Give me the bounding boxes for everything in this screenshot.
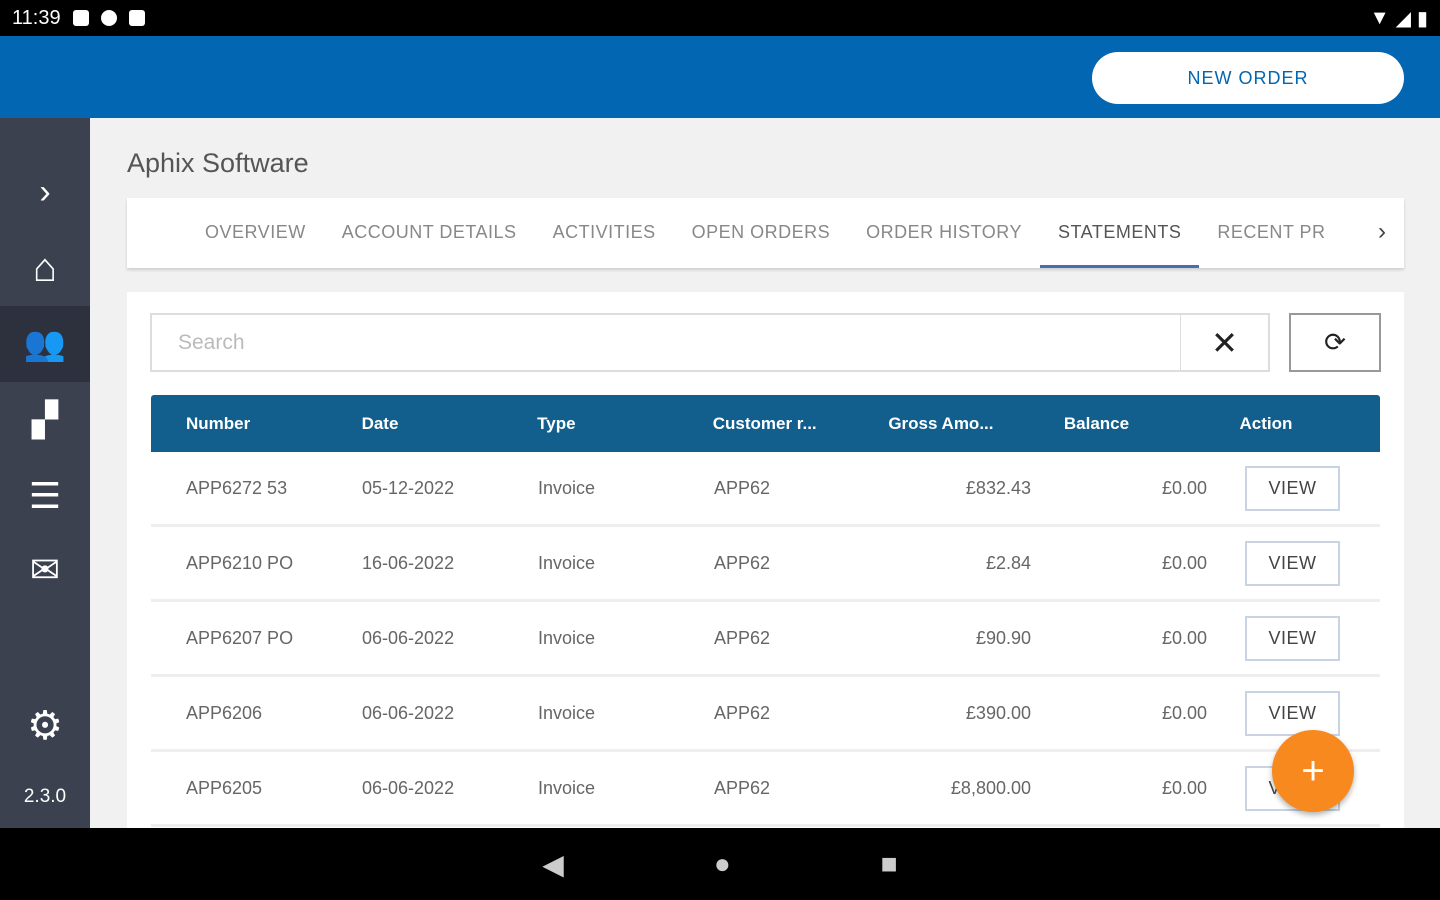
table-cell: £0.00 — [1161, 702, 1207, 723]
table-cell: £0.00 — [1161, 477, 1207, 498]
tab-activities[interactable]: ACTIVITIES — [552, 222, 656, 242]
new-order-button[interactable]: NEW ORDER — [1092, 52, 1404, 104]
table-cell: £0.00 — [1161, 552, 1207, 573]
table-cell: £390.00 — [965, 702, 1031, 723]
table-cell: 06-06-2022 — [362, 702, 455, 723]
tab-open-orders[interactable]: OPEN ORDERS — [691, 222, 831, 242]
tab-statements[interactable]: STATEMENTS — [1040, 198, 1200, 268]
table-row[interactable]: APP6206 06-06-2022 Invoice APP62 £390.00 £0.0… — [151, 677, 1380, 752]
table-row[interactable]: APP6207 PO 06-06-2022 Invoice APP62 £90.90 £0… — [151, 602, 1380, 677]
page-title: Aphix Software — [127, 148, 309, 178]
table-cell: APP6272 53 — [186, 477, 288, 498]
signal-icon: ◢ — [1395, 7, 1411, 30]
app-version: 2.3.0 — [23, 786, 67, 807]
expand-sidebar-icon[interactable]: › — [39, 172, 51, 211]
table-cell: 05-12-2022 — [362, 477, 455, 498]
column-header[interactable]: Gross Amo... — [888, 413, 994, 433]
column-header[interactable]: Date — [361, 413, 399, 433]
table-cell: Invoice — [538, 702, 596, 723]
table-header: Number Date Type Customer r... Gross Amo... B… — [151, 395, 1380, 452]
settings-icon[interactable]: ⚙ — [27, 704, 63, 748]
column-header[interactable]: Number — [186, 413, 251, 433]
mail-icon[interactable]: ✉ — [29, 549, 61, 590]
statements-card: ✕ ⟳ Number Date Type Customer r... Gross Amo… — [127, 292, 1404, 832]
table-cell: APP6207 PO — [186, 627, 294, 648]
column-header[interactable]: Type — [537, 413, 576, 433]
table-cell: APP6206 — [186, 702, 263, 723]
statements-table: Number Date Type Customer r... Gross Amo... B… — [151, 395, 1380, 827]
table-row[interactable]: APP6205 06-06-2022 Invoice APP62 £8,800.00 £0… — [151, 752, 1380, 827]
table-cell: APP62 — [714, 552, 771, 573]
view-button[interactable]: VIEW — [1245, 615, 1340, 661]
tab-bar: OVERVIEW ACCOUNT DETAILS ACTIVITIES OPEN… — [127, 198, 1404, 268]
tab-account-details[interactable]: ACCOUNT DETAILS — [341, 222, 517, 242]
chevron-right-icon[interactable]: › — [1378, 218, 1386, 245]
tab-overview[interactable]: OVERVIEW — [205, 222, 306, 242]
sd-card-icon — [128, 10, 145, 26]
table-cell: APP62 — [714, 777, 771, 798]
home-nav-icon[interactable]: ● — [713, 848, 731, 879]
table-cell: £2.84 — [985, 552, 1031, 573]
app-notification-icon — [100, 10, 117, 26]
app-header: NEW ORDER — [0, 36, 1440, 118]
android-nav-bar: ◀ ● ■ — [0, 828, 1440, 900]
table-cell: 06-06-2022 — [362, 627, 455, 648]
table-cell: Invoice — [538, 777, 596, 798]
table-cell: £90.90 — [975, 627, 1031, 648]
list-icon[interactable]: ☰ — [28, 475, 62, 516]
table-cell: APP62 — [714, 477, 771, 498]
home-icon[interactable]: ⌂ — [32, 245, 58, 290]
notification-icon — [72, 10, 89, 26]
table-cell: APP6210 PO — [186, 552, 294, 573]
table-cell: Invoice — [538, 477, 596, 498]
column-header[interactable]: Action — [1239, 413, 1293, 433]
products-icon[interactable]: ▞ — [31, 401, 59, 439]
table-cell: Invoice — [538, 627, 596, 648]
table-row[interactable]: APP6272 53 05-12-2022 Invoice APP62 £832.43 £… — [151, 452, 1380, 527]
column-header[interactable]: Customer r... — [712, 413, 817, 433]
clear-search-icon[interactable]: ✕ — [1180, 315, 1268, 370]
table-cell: APP62 — [714, 702, 771, 723]
battery-icon: ▮ — [1416, 7, 1428, 30]
table-cell: £0.00 — [1161, 777, 1207, 798]
add-fab-button[interactable]: + — [1272, 730, 1354, 812]
table-cell: APP6205 — [186, 777, 263, 798]
table-cell: £8,800.00 — [950, 777, 1031, 798]
tab-recent-products[interactable]: RECENT PR — [1217, 222, 1326, 242]
view-button[interactable]: VIEW — [1245, 540, 1340, 586]
search-input[interactable] — [152, 330, 1180, 355]
view-button[interactable]: VIEW — [1245, 690, 1340, 736]
table-cell: 16-06-2022 — [362, 552, 455, 573]
view-button[interactable]: VIEW — [1245, 465, 1340, 511]
tab-order-history[interactable]: ORDER HISTORY — [866, 222, 1022, 242]
table-row[interactable]: APP6210 PO 16-06-2022 Invoice APP62 £2.84 £0.… — [151, 527, 1380, 602]
table-cell: £832.43 — [965, 477, 1031, 498]
status-bar: 11:39 ▼ ◢ ▮ — [0, 0, 1440, 36]
sidebar: › ⌂ 👥 ▞ ☰ ✉ ⚙ 2.3.0 — [0, 118, 90, 828]
back-icon[interactable]: ◀ — [542, 848, 564, 880]
status-time: 11:39 — [12, 6, 61, 29]
refresh-button[interactable]: ⟳ — [1289, 313, 1381, 372]
column-header[interactable]: Balance — [1063, 413, 1130, 433]
table-cell: 06-06-2022 — [362, 777, 455, 798]
table-cell: APP62 — [714, 627, 771, 648]
table-cell: £0.00 — [1161, 627, 1207, 648]
customers-icon[interactable]: 👥 — [0, 306, 90, 382]
search-box: ✕ — [150, 313, 1270, 372]
recents-icon[interactable]: ■ — [880, 848, 898, 879]
table-cell: Invoice — [538, 552, 596, 573]
refresh-icon: ⟳ — [1324, 327, 1346, 357]
wifi-icon: ▼ — [1369, 6, 1390, 29]
